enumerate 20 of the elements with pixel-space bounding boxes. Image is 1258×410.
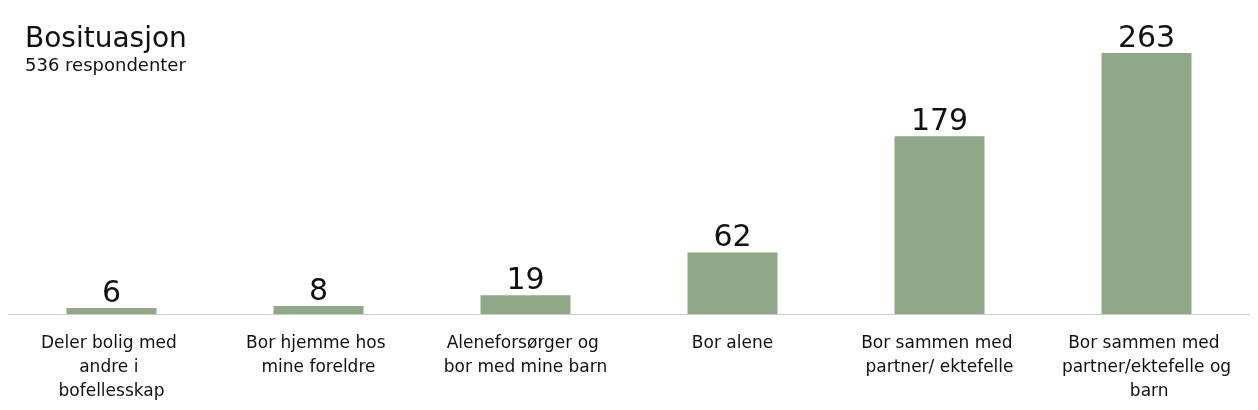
- bar: [1101, 53, 1192, 314]
- bar: [480, 295, 571, 314]
- chart-title: Bosituasjon: [25, 20, 187, 54]
- x-tick-label: Bor sammen med partner/ ektefelle: [861, 332, 1018, 376]
- x-tick-label: Aleneforsørger og bor med mine barn: [443, 332, 608, 376]
- data-label: 19: [506, 260, 545, 296]
- data-label: 263: [1117, 18, 1176, 54]
- x-tick-label: Bor hjemme hos mine foreldre: [246, 332, 391, 376]
- chart-subtitle: 536 respondenter: [25, 53, 187, 75]
- bar: [66, 308, 157, 314]
- bar: [894, 136, 985, 314]
- bar: [273, 306, 364, 314]
- data-label: 8: [308, 271, 329, 307]
- data-label: 6: [101, 273, 122, 309]
- x-tick-label: Bor sammen med partner/ektefelle og barn: [1061, 332, 1232, 400]
- x-tick-label: Bor alene: [691, 332, 774, 352]
- data-label: 62: [713, 217, 752, 253]
- data-label: 179: [910, 101, 969, 137]
- bar: [687, 252, 778, 314]
- x-tick-label: Deler bolig med andre i bofellesskap: [40, 332, 183, 400]
